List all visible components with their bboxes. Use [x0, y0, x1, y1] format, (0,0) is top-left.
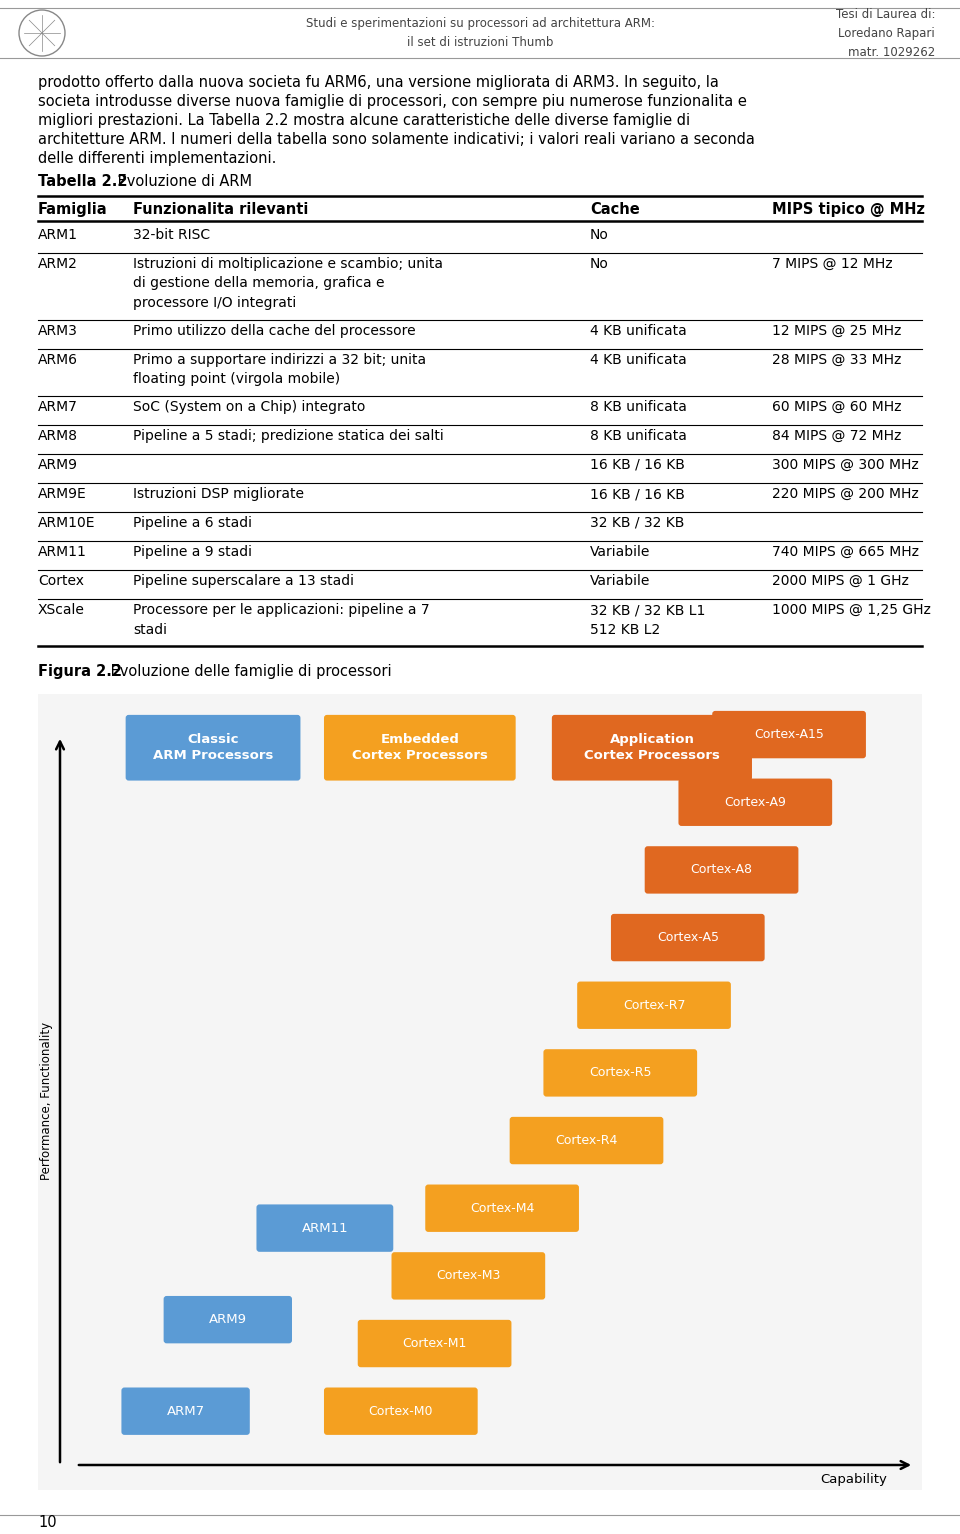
Text: Cache: Cache: [590, 202, 639, 216]
Text: 220 MIPS @ 200 MHz: 220 MIPS @ 200 MHz: [772, 486, 919, 502]
Text: 8 KB unificata: 8 KB unificata: [590, 400, 686, 414]
FancyBboxPatch shape: [679, 779, 832, 825]
Text: Cortex-M0: Cortex-M0: [369, 1405, 433, 1417]
Text: ARM1: ARM1: [38, 229, 78, 242]
Text: Pipeline superscalare a 13 stadi: Pipeline superscalare a 13 stadi: [133, 574, 354, 588]
Text: Studi e sperimentazioni su processori ad architettura ARM:
il set di istruzioni : Studi e sperimentazioni su processori ad…: [305, 17, 655, 49]
Text: Pipeline a 9 stadi: Pipeline a 9 stadi: [133, 545, 252, 558]
Text: ARM7: ARM7: [166, 1405, 204, 1417]
Text: Classic
ARM Processors: Classic ARM Processors: [153, 733, 274, 762]
Text: 4 KB unificata: 4 KB unificata: [590, 353, 686, 367]
FancyBboxPatch shape: [425, 1184, 579, 1232]
Text: ARM7: ARM7: [38, 400, 78, 414]
Text: Primo utilizzo della cache del processore: Primo utilizzo della cache del processor…: [133, 324, 416, 337]
Text: Application
Cortex Processors: Application Cortex Processors: [584, 733, 720, 762]
Text: Performance, Functionality: Performance, Functionality: [40, 1022, 54, 1180]
Text: Famiglia: Famiglia: [38, 202, 108, 216]
Text: 10: 10: [38, 1516, 57, 1529]
FancyBboxPatch shape: [577, 982, 731, 1029]
Text: architetture ARM. I numeri della tabella sono solamente indicativi; i valori rea: architetture ARM. I numeri della tabella…: [38, 132, 755, 147]
Text: Cortex-R4: Cortex-R4: [555, 1134, 617, 1147]
Text: 60 MIPS @ 60 MHz: 60 MIPS @ 60 MHz: [772, 400, 901, 414]
Text: 16 KB / 16 KB: 16 KB / 16 KB: [590, 459, 684, 472]
FancyBboxPatch shape: [552, 715, 752, 781]
FancyBboxPatch shape: [358, 1319, 512, 1367]
FancyBboxPatch shape: [543, 1049, 697, 1097]
Text: Pipeline a 6 stadi: Pipeline a 6 stadi: [133, 515, 252, 531]
Text: Variabile: Variabile: [590, 574, 650, 588]
Text: Funzionalita rilevanti: Funzionalita rilevanti: [133, 202, 308, 216]
FancyBboxPatch shape: [121, 1387, 250, 1434]
Text: Cortex-A15: Cortex-A15: [755, 729, 824, 741]
Text: SoC (System on a Chip) integrato: SoC (System on a Chip) integrato: [133, 400, 366, 414]
Text: Pipeline a 5 stadi; predizione statica dei salti: Pipeline a 5 stadi; predizione statica d…: [133, 430, 444, 443]
Text: Istruzioni DSP migliorate: Istruzioni DSP migliorate: [133, 486, 304, 502]
Text: ARM3: ARM3: [38, 324, 78, 337]
Text: Cortex: Cortex: [38, 574, 84, 588]
FancyBboxPatch shape: [324, 715, 516, 781]
Text: societa introdusse diverse nuova famiglie di processori, con sempre piu numerose: societa introdusse diverse nuova famigli…: [38, 94, 747, 109]
Text: 84 MIPS @ 72 MHz: 84 MIPS @ 72 MHz: [772, 430, 901, 443]
FancyBboxPatch shape: [324, 1387, 478, 1434]
Text: Cortex-R5: Cortex-R5: [589, 1066, 652, 1080]
FancyBboxPatch shape: [392, 1252, 545, 1299]
Text: Cortex-M1: Cortex-M1: [402, 1338, 467, 1350]
Text: Cortex-M4: Cortex-M4: [470, 1201, 535, 1215]
Text: Istruzioni di moltiplicazione e scambio; unita
di gestione della memoria, grafic: Istruzioni di moltiplicazione e scambio;…: [133, 258, 443, 310]
FancyBboxPatch shape: [256, 1204, 394, 1252]
Text: ARM11: ARM11: [301, 1221, 348, 1235]
Text: Tesi di Laurea di:
Loredano Rapari
matr. 1029262: Tesi di Laurea di: Loredano Rapari matr.…: [835, 8, 935, 58]
Text: prodotto offerto dalla nuova societa fu ARM6, una versione migliorata di ARM3. I: prodotto offerto dalla nuova societa fu …: [38, 75, 719, 91]
Text: migliori prestazioni. La Tabella 2.2 mostra alcune caratteristiche delle diverse: migliori prestazioni. La Tabella 2.2 mos…: [38, 114, 690, 127]
Text: ARM2: ARM2: [38, 258, 78, 272]
Text: 16 KB / 16 KB: 16 KB / 16 KB: [590, 486, 684, 502]
FancyBboxPatch shape: [645, 847, 799, 894]
Text: Cortex-A8: Cortex-A8: [690, 864, 753, 876]
Text: 2000 MIPS @ 1 GHz: 2000 MIPS @ 1 GHz: [772, 574, 909, 588]
Bar: [38, 693, 922, 1490]
FancyBboxPatch shape: [163, 1296, 292, 1344]
Text: 1000 MIPS @ 1,25 GHz: 1000 MIPS @ 1,25 GHz: [772, 603, 931, 617]
Text: Cortex-M3: Cortex-M3: [436, 1269, 500, 1282]
Text: Evoluzione delle famiglie di processori: Evoluzione delle famiglie di processori: [106, 664, 392, 680]
Text: ARM9E: ARM9E: [38, 486, 86, 502]
Text: 28 MIPS @ 33 MHz: 28 MIPS @ 33 MHz: [772, 353, 901, 367]
FancyBboxPatch shape: [611, 914, 765, 962]
Text: Cortex-A9: Cortex-A9: [725, 796, 786, 808]
Text: ARM11: ARM11: [38, 545, 86, 558]
FancyBboxPatch shape: [510, 1117, 663, 1164]
Text: Evoluzione di ARM: Evoluzione di ARM: [113, 173, 252, 189]
Text: 4 KB unificata: 4 KB unificata: [590, 324, 686, 337]
Text: Cortex-R7: Cortex-R7: [623, 999, 685, 1012]
Text: Processore per le applicazioni: pipeline a 7
stadi: Processore per le applicazioni: pipeline…: [133, 603, 430, 637]
Text: ARM9: ARM9: [38, 459, 78, 472]
Text: 8 KB unificata: 8 KB unificata: [590, 430, 686, 443]
Text: Primo a supportare indirizzi a 32 bit; unita
floating point (virgola mobile): Primo a supportare indirizzi a 32 bit; u…: [133, 353, 426, 387]
Text: No: No: [590, 229, 609, 242]
Text: No: No: [590, 258, 609, 272]
Text: XScale: XScale: [38, 603, 84, 617]
Text: Embedded
Cortex Processors: Embedded Cortex Processors: [352, 733, 488, 762]
Text: Variabile: Variabile: [590, 545, 650, 558]
Text: Capability: Capability: [821, 1474, 887, 1486]
FancyBboxPatch shape: [126, 715, 300, 781]
Text: 300 MIPS @ 300 MHz: 300 MIPS @ 300 MHz: [772, 459, 919, 472]
Text: 12 MIPS @ 25 MHz: 12 MIPS @ 25 MHz: [772, 324, 901, 337]
Text: Figura 2.2: Figura 2.2: [38, 664, 122, 680]
Text: 32-bit RISC: 32-bit RISC: [133, 229, 210, 242]
Text: Cortex-A5: Cortex-A5: [657, 931, 719, 943]
Text: 32 KB / 32 KB: 32 KB / 32 KB: [590, 515, 684, 531]
Text: delle differenti implementazioni.: delle differenti implementazioni.: [38, 150, 276, 166]
Text: ARM9: ARM9: [209, 1313, 247, 1327]
Text: ARM6: ARM6: [38, 353, 78, 367]
Text: MIPS tipico @ MHz: MIPS tipico @ MHz: [772, 202, 925, 216]
Text: 7 MIPS @ 12 MHz: 7 MIPS @ 12 MHz: [772, 258, 893, 272]
Text: 32 KB / 32 KB L1
512 KB L2: 32 KB / 32 KB L1 512 KB L2: [590, 603, 706, 637]
Text: Tabella 2.2: Tabella 2.2: [38, 173, 128, 189]
Text: ARM8: ARM8: [38, 430, 78, 443]
Text: ARM10E: ARM10E: [38, 515, 95, 531]
Text: 740 MIPS @ 665 MHz: 740 MIPS @ 665 MHz: [772, 545, 919, 558]
FancyBboxPatch shape: [712, 710, 866, 758]
